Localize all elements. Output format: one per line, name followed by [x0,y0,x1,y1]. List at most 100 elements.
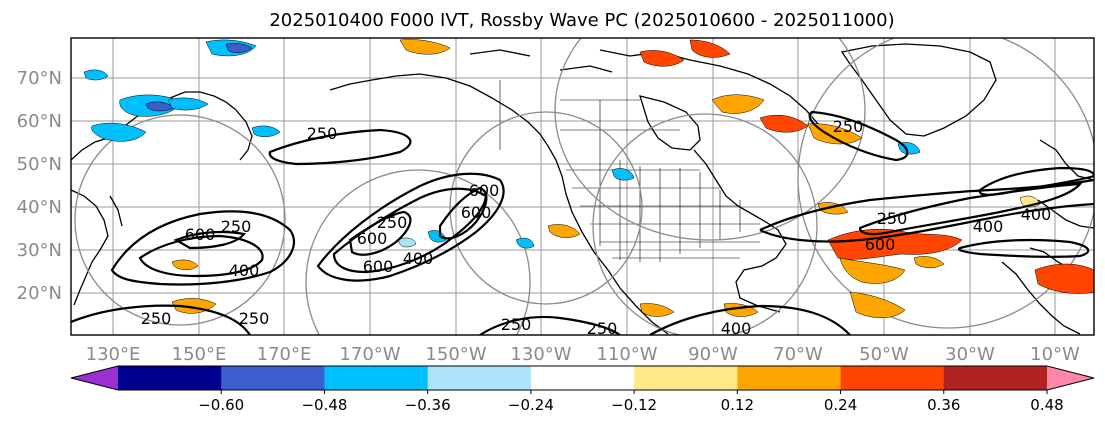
contour-label: 600 [865,235,896,254]
contour-label-group: 250 250 250 250 250 250 250 250 250 400 … [141,117,1052,338]
contour-600-central-east [438,186,488,240]
lon-label: 10°W [1030,344,1080,365]
lon-label: 150°W [425,344,486,365]
colorbar-tick-label: −0.12 [611,396,657,414]
lat-label: 50°N [17,154,62,175]
shade-atlantic-storm-track [827,228,963,260]
coastline-greenland [840,43,997,137]
colorbar-tick-label: 0.36 [927,396,960,414]
colorbar-min-extension [71,366,118,390]
lat-label: 20°N [17,283,62,304]
reference-rings [74,38,1094,335]
contour-400-europe-south [957,238,1090,258]
colorbar-bin [427,366,532,390]
colorbar-tick-label: 0.12 [721,396,754,414]
contour-label: 250 [307,124,338,143]
contour-label: 600 [185,225,216,244]
longitude-labels: 130°E 150°E 170°E 170°W 150°W 130°W 110°… [86,344,1080,365]
lon-label: 170°E [257,344,312,365]
lon-label: 130°W [510,344,571,365]
lon-label: 50°W [859,344,909,365]
colorbar-bin [530,366,635,390]
map-panel: 250 250 250 250 250 250 250 250 250 400 … [70,37,1095,338]
colorbar-tick-label: −0.36 [405,396,451,414]
colorbar: −0.60 −0.48 −0.36 −0.24 −0.12 0.12 0.24 0.36 0.4… [70,365,1095,414]
ring-arctic [554,38,866,241]
contour-label: 250 [587,319,618,338]
contour-label: 250 [377,213,408,232]
positive-anomaly-shading [171,39,1094,318]
contour-label: 250 [833,117,864,136]
colorbar-bin [737,366,842,390]
ring-north-america [592,113,818,335]
map-background [71,38,1094,335]
contour-600-west [173,230,247,250]
lon-label: 150°E [172,344,227,365]
colorbar-bin [221,366,325,390]
contour-600-central [348,210,412,256]
lat-label: 70°N [17,68,62,89]
contour-label: 400 [973,217,1004,236]
contour-400-south-central [649,304,851,335]
contour-label: 250 [221,217,252,236]
coastline-kamchatka [235,109,253,161]
coastline-alaska [329,73,549,147]
ring-atlantic [797,38,1094,329]
contour-250-arctic [268,128,412,166]
contour-label: 600 [363,257,394,276]
colorbar-bin [840,366,945,390]
lon-label: 30°W [945,344,995,365]
negative-anomaly-shading [83,39,921,249]
contour-400-central [332,187,488,274]
colorbar-outline [70,365,1095,391]
contour-250-west [110,210,296,286]
ring-pacific-south [305,169,531,335]
colorbar-bin [324,366,429,390]
lat-label: 30°N [17,240,62,261]
contour-250-central [316,172,505,282]
colorbar-bin [634,366,738,390]
lat-label: 40°N [17,197,62,218]
coastline-north-america-west [547,145,669,335]
lon-label: 90°W [688,344,738,365]
contour-label: 400 [1021,205,1052,224]
contour-400-west [138,234,264,278]
figure-title: 2025010400 F000 IVT, Rossby Wave PC (202… [269,10,894,31]
coastline-africa [1001,261,1081,335]
contour-label: 400 [403,249,434,268]
contour-250-south-central [479,315,621,335]
ring-pacific [449,111,643,305]
colorbar-tick-label: 0.48 [1030,396,1063,414]
map-frame [70,37,1095,336]
contour-label: 600 [461,203,492,222]
contour-label: 250 [239,309,270,328]
colorbar-tick-label: −0.24 [508,396,554,414]
latitude-labels: 70°N 60°N 50°N 40°N 30°N 20°N [17,68,62,304]
contour-label: 250 [877,209,908,228]
contour-250-arctic-east [808,110,909,162]
lon-label: 110°W [596,344,657,365]
contour-400-atlantic [858,182,1083,236]
contour-250-south-west [71,304,251,335]
lat-label: 60°N [17,111,62,132]
ivt-contours [71,110,1094,335]
gridlines [71,38,1094,335]
colorbar-tick-label: −0.48 [301,396,347,414]
state-borders [499,80,760,262]
contour-label: 600 [469,181,500,200]
lon-label: 70°W [773,344,823,365]
contour-label: 250 [501,315,532,334]
contour-label: 600 [357,229,388,248]
contour-label: 400 [721,319,752,338]
colorbar-tick-label: 0.24 [824,396,857,414]
contour-250-europe [978,166,1094,196]
contour-label: 400 [229,261,260,280]
colorbar-max-extension [1047,366,1094,390]
colorbar-bin [118,366,222,390]
lon-label: 170°W [339,344,400,365]
colorbar-bin [943,366,1048,390]
contour-label: 250 [141,309,172,328]
colorbar-tick-label: −0.60 [198,396,244,414]
lon-label: 130°E [86,344,141,365]
